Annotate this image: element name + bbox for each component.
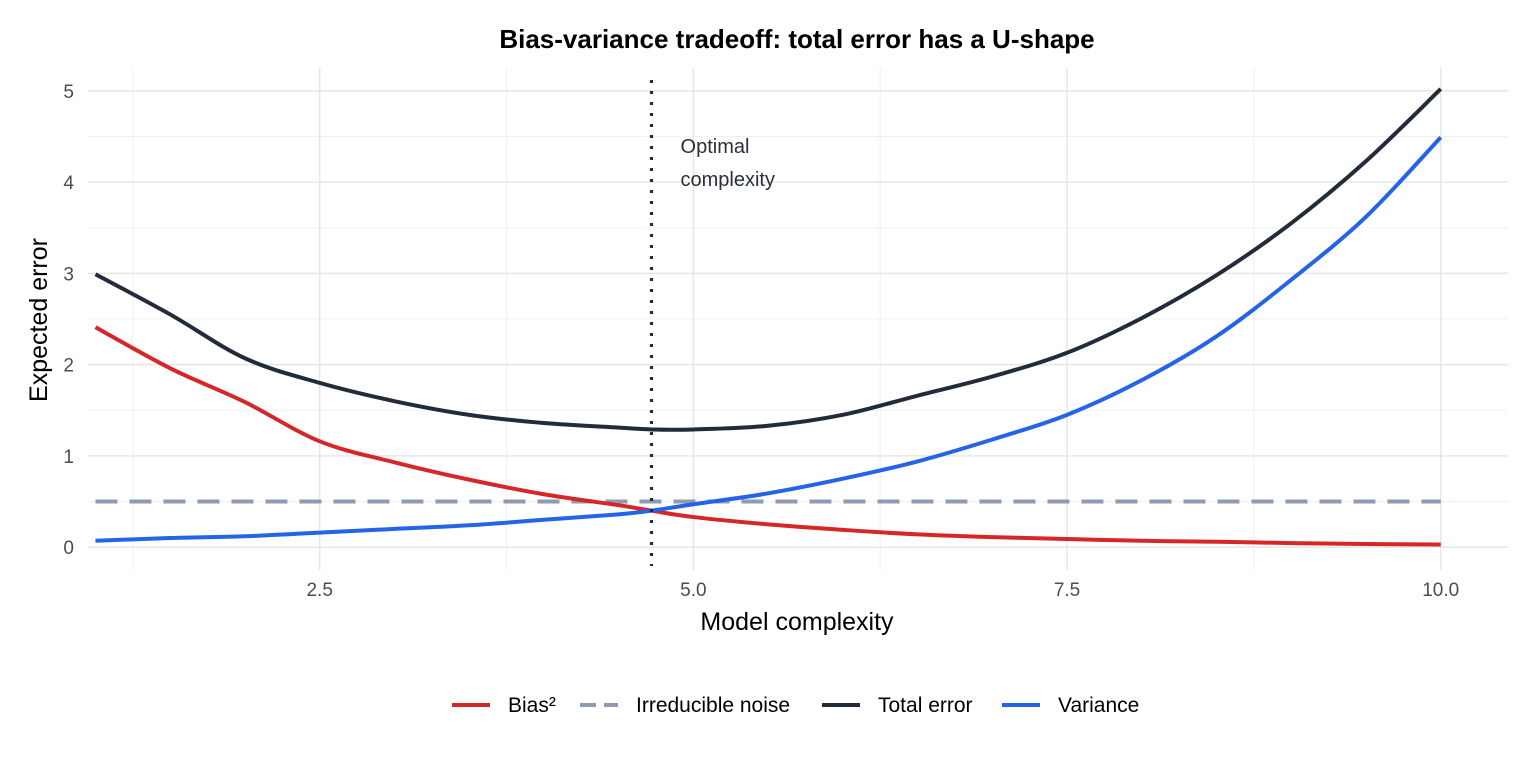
x-axis-ticks: 2.5 5.0 7.5 10.0 [306, 580, 1459, 601]
series-line-total-error [94, 87, 1443, 432]
series-line-variance [95, 135, 1443, 543]
y-tick-label: 5 [63, 82, 74, 103]
y-tick-label: 0 [63, 538, 74, 559]
series-line-bias [94, 325, 1441, 547]
major-gridlines [88, 68, 1508, 570]
optimal-label-line-2: complexity [681, 169, 775, 191]
legend: Bias² Irreducible noise Total error Varianc… [452, 694, 1139, 717]
y-tick-label: 2 [63, 356, 74, 377]
x-tick-label: 10.0 [1422, 580, 1459, 601]
optimal-label-line-1: Optimal [681, 136, 750, 158]
minor-gridlines [88, 68, 1508, 570]
legend-label-variance: Variance [1058, 694, 1139, 717]
x-axis-title: Model complexity [700, 608, 894, 636]
y-tick-label: 1 [63, 447, 74, 468]
chart-title: Bias-variance tradeoff: total error has … [499, 24, 1094, 54]
y-tick-label: 3 [63, 264, 74, 285]
annotation-layer: Optimal complexity [649, 80, 775, 566]
y-axis-title: Expected error [25, 238, 53, 402]
legend-label-bias: Bias² [508, 694, 556, 717]
series-layer [94, 87, 1443, 547]
legend-label-total-error: Total error [878, 694, 973, 717]
x-tick-label: 2.5 [306, 580, 332, 601]
x-tick-label: 5.0 [680, 580, 706, 601]
x-tick-label: 7.5 [1054, 580, 1080, 601]
legend-label-irreducible-noise: Irreducible noise [636, 694, 790, 717]
y-tick-label: 4 [63, 173, 74, 194]
y-axis-ticks: 0 1 2 3 4 5 [63, 82, 74, 559]
